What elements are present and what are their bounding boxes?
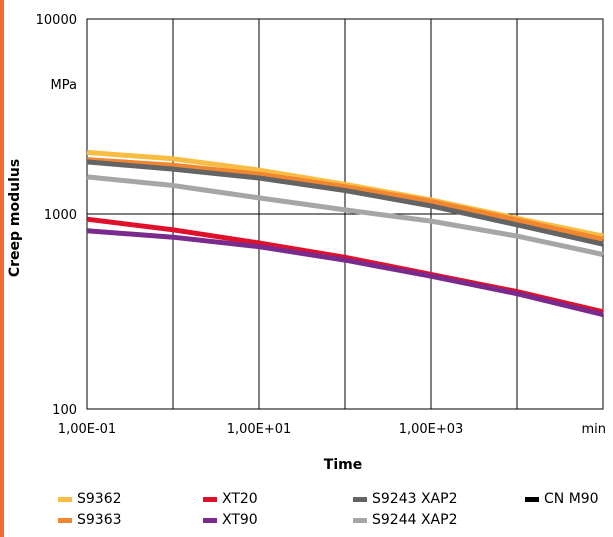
x-tick-label: 1,00E+03 — [399, 422, 464, 437]
y-tick-label: MPa — [51, 78, 77, 93]
y-tick-label: 100 — [52, 403, 77, 418]
series-line-s9244-xap2 — [86, 174, 604, 257]
x-tick-label: min — [581, 422, 606, 437]
series-line-xt90 — [86, 228, 604, 318]
grid-lines — [86, 18, 604, 410]
x-tick-labels: 1,00E-01 1,00E+01 1,00E+03 min — [58, 422, 606, 437]
x-tick-label: 1,00E+01 — [227, 422, 292, 437]
series-line-s9243-xap2 — [86, 159, 604, 247]
y-axis-title: Creep modulus — [7, 159, 23, 277]
y-tick-label: 10000 — [36, 13, 77, 28]
accent-bar — [0, 0, 4, 537]
x-tick-label: 1,00E-01 — [58, 422, 116, 437]
series-line-s9363 — [86, 157, 604, 242]
x-axis-title: Time — [324, 457, 362, 473]
y-tick-labels: 10000 MPa 1000 100 — [36, 13, 77, 418]
series-lines — [86, 149, 604, 318]
y-tick-label: 1000 — [44, 208, 77, 223]
